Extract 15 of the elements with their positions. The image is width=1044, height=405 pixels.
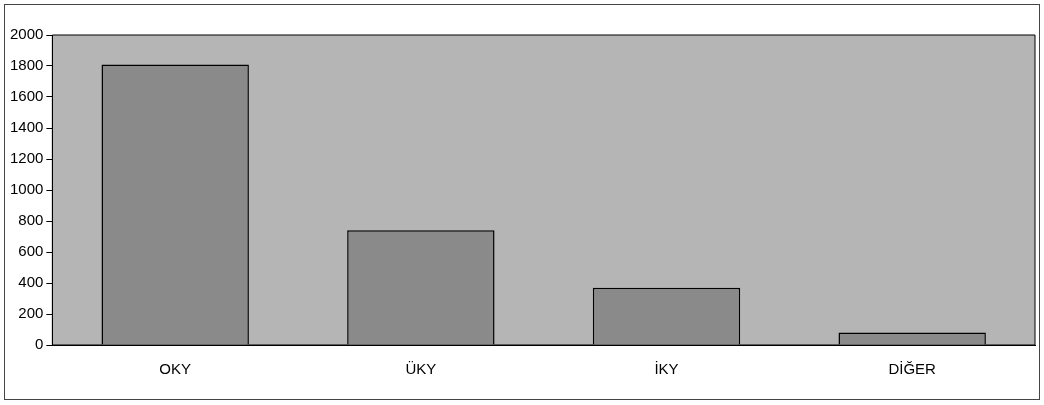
y-tick-label: 600	[18, 242, 44, 260]
y-tick-label: 800	[18, 211, 44, 229]
y-tick-label: 1800	[9, 56, 44, 74]
y-tick-label: 1600	[9, 87, 44, 105]
y-tick-label: 2000	[9, 25, 44, 43]
y-tick-label: 1200	[9, 149, 44, 167]
y-tick-label: 0	[35, 335, 44, 353]
y-tick-label: 1000	[9, 180, 44, 198]
x-tick-label: DİĞER	[888, 360, 937, 378]
x-tick-label: OKY	[159, 360, 192, 378]
y-tick-label: 400	[18, 273, 44, 291]
y-tick-label: 200	[18, 304, 44, 322]
x-tick-label: ÜKY	[405, 360, 437, 378]
x-tick-label: İKY	[654, 360, 679, 378]
y-tick-label: 1400	[9, 118, 44, 136]
